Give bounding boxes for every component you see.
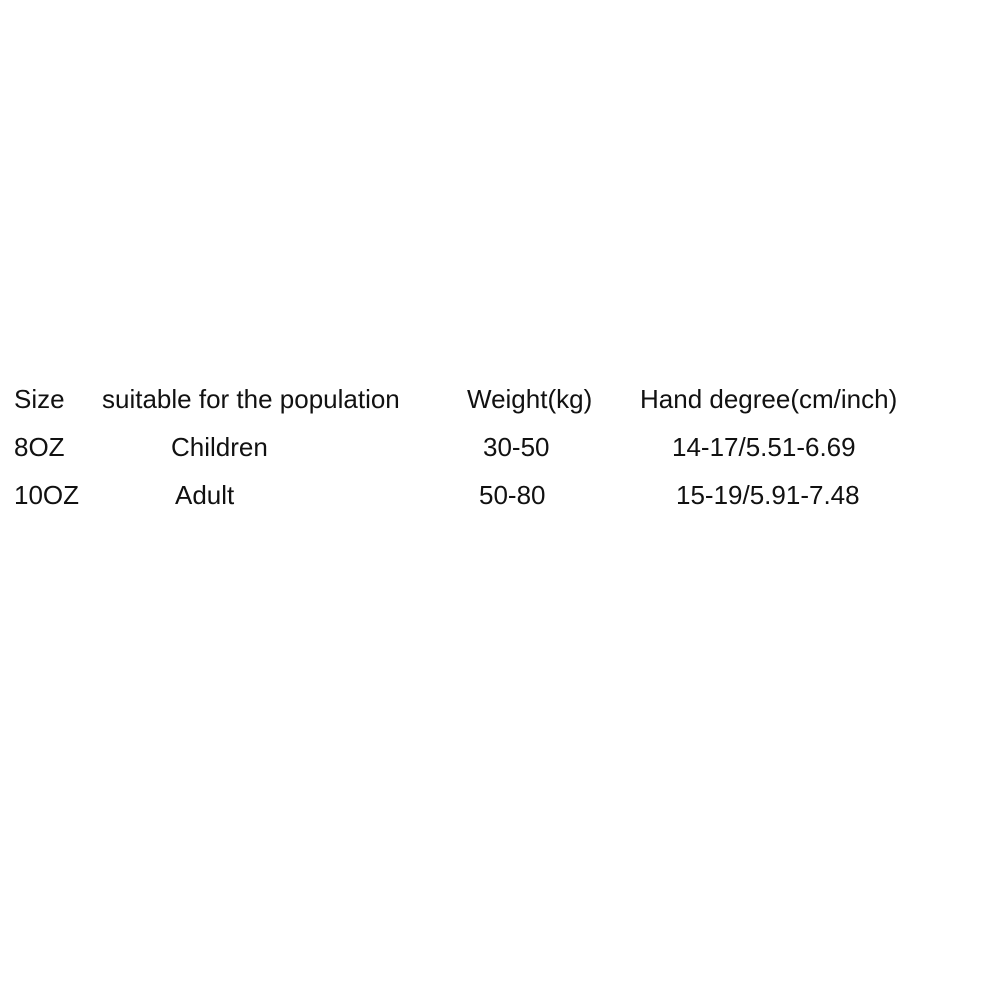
header-weight: Weight(kg) <box>467 384 593 414</box>
header-size: Size <box>14 384 65 414</box>
cell-size: 10OZ <box>14 480 80 510</box>
cell-hand-degree: 14-17/5.51-6.69 <box>672 432 856 462</box>
cell-population: Children <box>171 432 268 462</box>
cell-size: 8OZ <box>14 432 65 462</box>
header-hand-degree: Hand degree(cm/inch) <box>640 384 898 414</box>
cell-hand-degree: 15-19/5.91-7.48 <box>676 480 860 510</box>
cell-weight: 30-50 <box>483 432 550 462</box>
cell-population: Adult <box>175 480 235 510</box>
cell-weight: 50-80 <box>479 480 546 510</box>
header-population: suitable for the population <box>102 384 400 414</box>
